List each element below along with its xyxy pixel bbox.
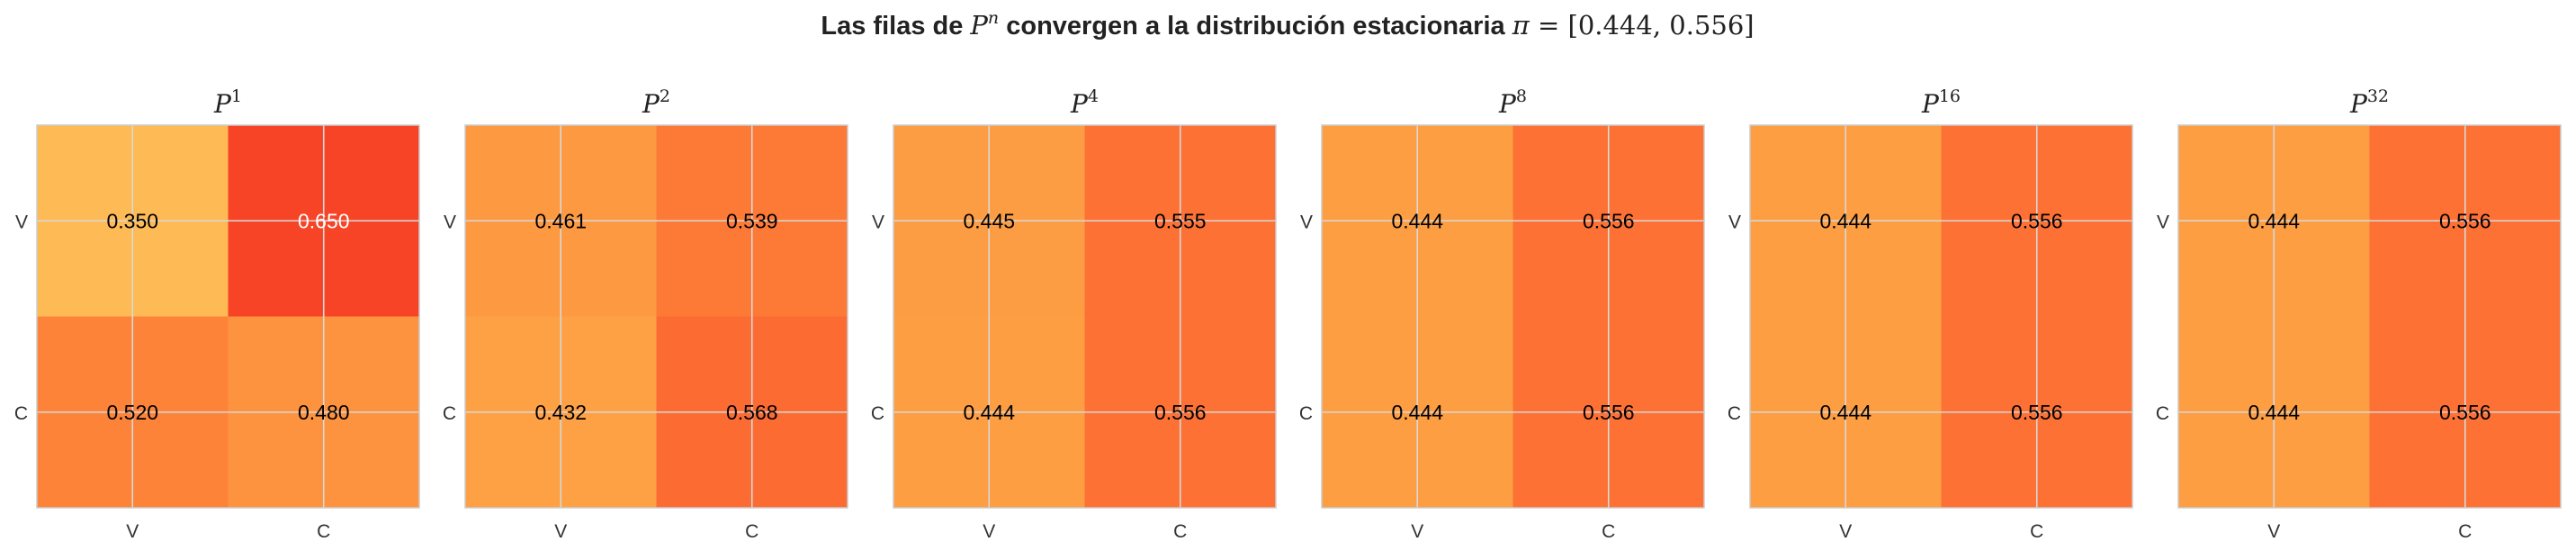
title-prefix: Las filas de xyxy=(821,12,970,41)
panel-title: P1 xyxy=(213,86,242,119)
panel-title-power: 16 xyxy=(1939,86,1961,106)
x-tick-label: C xyxy=(2458,521,2472,542)
cell-value-label: 0.556 xyxy=(1583,209,1635,232)
panel-title-power: 32 xyxy=(2367,86,2389,106)
cell-value-label: 0.568 xyxy=(726,401,778,424)
panel-title-power: 1 xyxy=(231,86,242,106)
panel-frame xyxy=(1321,124,1705,509)
panel-title-base: P xyxy=(1921,89,1940,119)
cell-value-label: 0.444 xyxy=(2248,401,2300,424)
heatmap-panel-3: P4 0.445 0.555 0.444 0.556 V C V C xyxy=(871,86,1277,542)
heatmap-panel-4: P8 0.444 0.556 0.444 0.556 V C V C xyxy=(1299,86,1705,542)
panel-title-power: 8 xyxy=(1516,86,1527,106)
cell-value-label: 0.444 xyxy=(1819,401,1871,424)
figure-title: Las filas de Pn convergen a la distribuc… xyxy=(821,8,1754,41)
x-tick-label: V xyxy=(1839,521,1852,542)
cell-value-label: 0.444 xyxy=(1391,401,1443,424)
cell-value-label: 0.432 xyxy=(534,401,587,424)
x-tick-label: C xyxy=(2030,521,2043,542)
y-tick-label: C xyxy=(871,403,884,424)
panel-title: P16 xyxy=(1921,86,1961,119)
heatmap-panel-6: P32 0.444 0.556 0.444 0.556 V C V C xyxy=(2156,86,2562,542)
cell-value-label: 0.539 xyxy=(726,209,778,232)
x-tick-label: V xyxy=(983,521,995,542)
cell-value-label: 0.444 xyxy=(2248,209,2300,232)
title-exponent-symbol: n xyxy=(988,8,999,28)
y-tick-label: C xyxy=(1728,403,1741,424)
y-tick-label: V xyxy=(2157,212,2169,232)
cell-value-label: 0.480 xyxy=(298,401,350,424)
title-equals: = xyxy=(1530,10,1568,41)
x-tick-label: C xyxy=(317,521,330,542)
x-tick-label: V xyxy=(2267,521,2280,542)
panel-title: P4 xyxy=(1070,86,1099,119)
title-middle: convergen a la distribución estacionaria xyxy=(999,12,1512,41)
title-pi-symbol: π xyxy=(1512,10,1530,41)
cell-value-label: 0.555 xyxy=(1154,209,1207,232)
cell-value-label: 0.445 xyxy=(963,209,1015,232)
panel-title: P8 xyxy=(1498,86,1527,119)
y-tick-label: V xyxy=(1300,212,1313,232)
y-tick-label: C xyxy=(443,403,456,424)
panel-frame xyxy=(464,124,848,509)
panel-frame xyxy=(2177,124,2562,509)
x-tick-label: V xyxy=(554,521,567,542)
cell-value-label: 0.556 xyxy=(1583,401,1635,424)
y-tick-label: V xyxy=(872,212,884,232)
cell-value-label: 0.350 xyxy=(106,209,158,232)
panel-title-base: P xyxy=(642,89,660,119)
title-matrix-symbol: P xyxy=(969,10,988,41)
y-tick-label: C xyxy=(1299,403,1313,424)
cell-value-label: 0.444 xyxy=(1819,209,1871,232)
x-tick-label: V xyxy=(126,521,139,542)
cell-value-label: 0.556 xyxy=(2439,401,2491,424)
x-tick-label: C xyxy=(1173,521,1187,542)
cell-value-label: 0.444 xyxy=(963,401,1015,424)
panel-title-base: P xyxy=(1498,89,1517,119)
cell-value-label: 0.556 xyxy=(2011,209,2063,232)
panel-frame xyxy=(1749,124,2133,509)
heatmap-panel-5: P16 0.444 0.556 0.444 0.556 V C V C xyxy=(1728,86,2133,542)
panel-title-base: P xyxy=(1070,89,1089,119)
x-tick-label: V xyxy=(1411,521,1423,542)
cell-value-label: 0.520 xyxy=(106,401,158,424)
heatmap-panel-2: P2 0.461 0.539 0.432 0.568 V C V C xyxy=(443,86,848,542)
panel-title-power: 2 xyxy=(660,86,670,106)
cell-value-label: 0.650 xyxy=(298,209,350,232)
panel-title-base: P xyxy=(213,89,232,119)
panel-title: P2 xyxy=(642,86,670,119)
y-tick-label: V xyxy=(15,212,28,232)
cell-value-label: 0.556 xyxy=(2439,209,2491,232)
x-tick-label: C xyxy=(1602,521,1615,542)
y-tick-label: C xyxy=(2156,403,2169,424)
y-tick-label: C xyxy=(14,403,28,424)
panel-title-base: P xyxy=(2349,89,2368,119)
x-tick-label: C xyxy=(745,521,758,542)
panel-title-power: 4 xyxy=(1088,86,1099,106)
cell-value-label: 0.461 xyxy=(534,209,587,232)
cell-value-label: 0.556 xyxy=(1154,401,1207,424)
cell-value-label: 0.556 xyxy=(2011,401,2063,424)
cell-value-label: 0.444 xyxy=(1391,209,1443,232)
heatmap-panel-1: P1 0.350 0.650 0.520 0.480 V C V C xyxy=(14,86,420,542)
title-vector: [0.444, 0.556] xyxy=(1568,10,1755,41)
y-tick-label: V xyxy=(1728,212,1741,232)
y-tick-label: V xyxy=(444,212,456,232)
panel-frame xyxy=(893,124,1277,509)
panel-frame xyxy=(36,124,420,509)
panel-title: P32 xyxy=(2349,86,2389,119)
